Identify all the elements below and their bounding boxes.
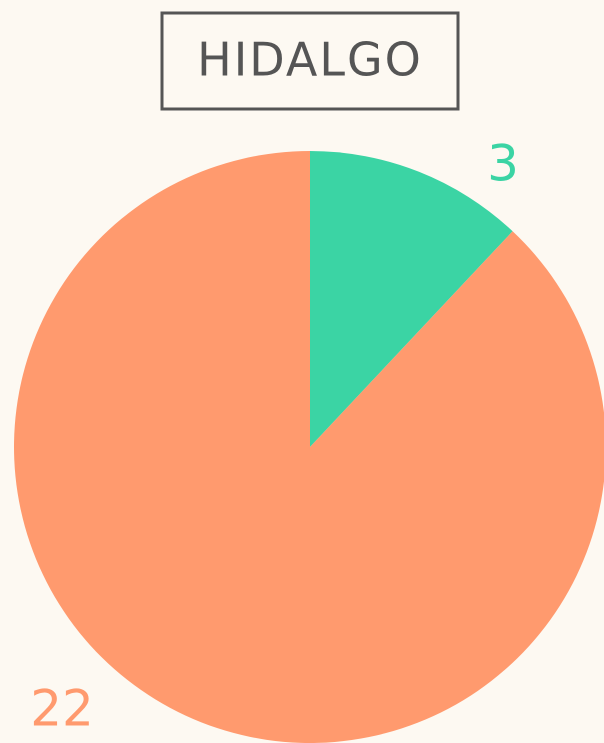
pie-slice: [14, 151, 604, 743]
slice-label: 22: [30, 680, 94, 738]
pie-slice: [310, 151, 513, 447]
chart-title: HIDALGO: [197, 33, 423, 87]
title-box: [160, 11, 460, 111]
slice-label: 3: [487, 135, 519, 193]
